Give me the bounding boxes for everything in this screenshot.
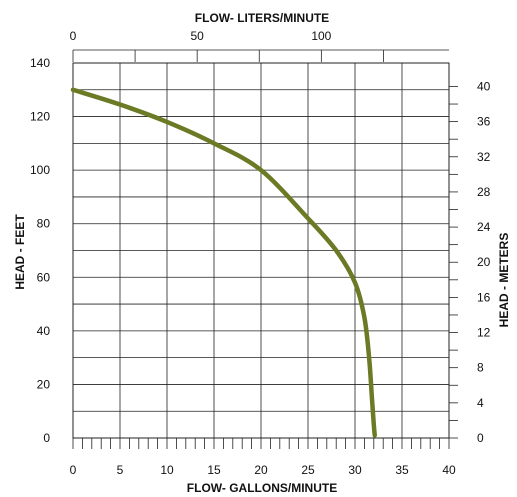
grid xyxy=(72,62,450,439)
y-right-tick-label: 20 xyxy=(477,255,491,269)
bottom-axis-ticks: 0 5 10 15 20 25 30 35 40 xyxy=(70,438,456,477)
y-left-tick-label: 0 xyxy=(43,431,50,445)
y-left-tick-label: 100 xyxy=(30,163,50,177)
top-axis-ticks: 0 50 100 xyxy=(70,29,449,62)
y-right-tick-label: 36 xyxy=(477,115,491,129)
series-layer xyxy=(70,87,377,438)
y-left-tick-label: 120 xyxy=(30,110,50,124)
x-bottom-tick-label: 10 xyxy=(160,463,174,477)
x-bottom-tick-label: 25 xyxy=(301,463,315,477)
y-right-tick-label: 16 xyxy=(477,290,491,304)
x-bottom-tick-label: 30 xyxy=(348,463,362,477)
y-right-tick-label: 0 xyxy=(477,431,484,445)
y-right-tick-label: 24 xyxy=(477,220,491,234)
x-bottom-tick-label: 5 xyxy=(117,463,124,477)
x-bottom-tick-label: 0 xyxy=(70,463,77,477)
y-left-axis-title: HEAD - FEET xyxy=(13,214,27,290)
performance-curve-line xyxy=(70,87,377,438)
x-bottom-tick-label: 40 xyxy=(442,463,456,477)
y-right-tick-label: 8 xyxy=(477,361,484,375)
x-bottom-axis-title: FLOW- GALLONS/MINUTE xyxy=(187,481,337,495)
y-right-tick-label: 12 xyxy=(477,326,491,340)
y-right-tick-label: 40 xyxy=(477,79,491,93)
x-bottom-tick-label: 20 xyxy=(254,463,268,477)
y-left-tick-label: 20 xyxy=(37,377,51,391)
y-left-tick-label: 140 xyxy=(30,56,50,70)
x-top-tick-label: 0 xyxy=(70,29,77,43)
left-axis-ticks: 0 20 40 60 80 100 120 140 xyxy=(30,56,50,445)
y-left-tick-label: 80 xyxy=(37,217,51,231)
y-right-tick-label: 32 xyxy=(477,150,491,164)
y-right-axis-title: HEAD - METERS xyxy=(497,233,511,328)
x-bottom-tick-label: 15 xyxy=(207,463,221,477)
right-axis-ticks: 0 4 8 12 16 20 24 28 32 36 40 xyxy=(449,79,491,445)
x-top-tick-label: 100 xyxy=(311,29,331,43)
x-top-axis-title: FLOW- LITERS/MINUTE xyxy=(195,11,329,25)
y-right-tick-label: 28 xyxy=(477,185,491,199)
x-top-tick-label: 50 xyxy=(190,29,204,43)
x-bottom-tick-label: 35 xyxy=(395,463,409,477)
y-left-tick-label: 40 xyxy=(37,324,51,338)
y-left-tick-label: 60 xyxy=(37,270,51,284)
y-right-tick-label: 4 xyxy=(477,396,484,410)
